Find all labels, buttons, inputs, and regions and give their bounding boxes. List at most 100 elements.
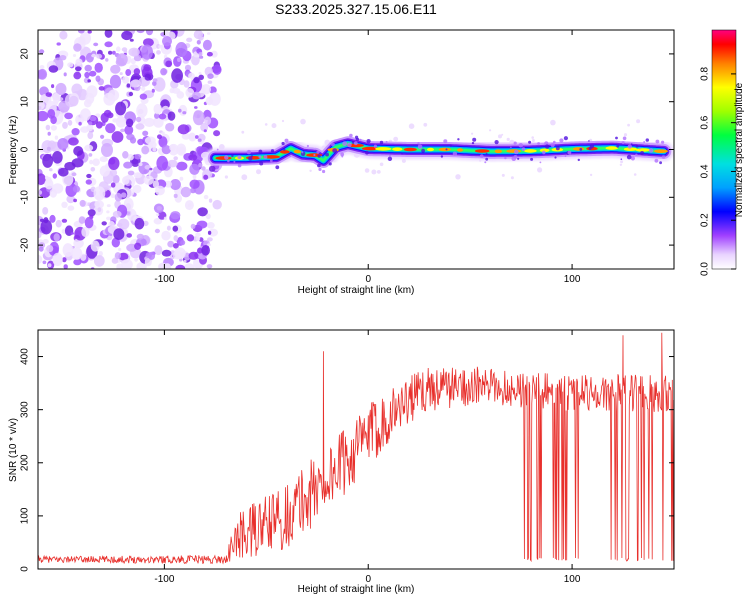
noise-blob [111,237,121,248]
noise-blob [197,207,208,217]
band-speck [630,143,633,146]
band-speck [283,148,286,151]
noise-blob [162,36,172,47]
noise-blob [38,148,41,152]
noise-blob [176,91,185,99]
band-speck [635,153,638,156]
noise-blob [112,50,116,55]
noise-speck [619,163,623,166]
noise-blob [62,121,68,129]
noise-blob [45,124,51,131]
colorbar-tick-label: 0.6 [700,115,711,129]
noise-blob [106,204,111,208]
band-hotspot [524,149,537,153]
noise-blob [128,91,134,97]
spectrogram-x-tick-label: 100 [564,274,581,285]
band-speck [385,140,388,143]
noise-blob [96,53,102,59]
band-speck [289,155,292,158]
noise-blob [42,239,49,244]
noise-blob [155,185,165,196]
noise-blob [161,230,171,241]
spectrogram-y-tick-label: -20 [20,237,31,252]
noise-blob [38,232,42,239]
noise-blob [165,60,173,68]
snr-y-tick-label: 100 [20,507,31,524]
band-speck [270,149,275,153]
band-speck [322,169,326,174]
noise-blob [174,247,186,259]
noise-blob [62,243,74,257]
band-speck [554,156,557,159]
band-speck [553,140,556,144]
noise-blob [48,65,59,73]
band-speck [284,138,289,143]
noise-blob [198,51,203,57]
band-speck [627,144,632,149]
band-speck [577,158,580,162]
noise-blob [87,79,91,83]
noise-blob [68,137,79,146]
band-speck [457,138,460,141]
noise-blob [129,80,139,88]
noise-blob [196,146,204,154]
noise-blob [188,154,198,161]
noise-blob [108,156,120,170]
band-speck [342,141,348,147]
noise-blob [52,93,61,104]
noise-blob [92,158,100,166]
spectrogram-y-tick-label: -10 [20,190,31,205]
band-speck [659,161,662,165]
noise-blob [101,143,113,157]
noise-blob [63,72,67,77]
noise-blob [184,64,192,71]
noise-blob [189,163,200,175]
noise-blob [196,220,208,229]
noise-blob [153,217,163,225]
band-hotspot [438,147,451,152]
noise-blob [110,64,121,74]
noise-blob [55,219,62,228]
noise-blob [38,68,48,80]
band-speck [387,156,393,161]
noise-blob [141,145,150,155]
band-speck [341,155,344,158]
band-speck [579,148,583,151]
noise-blob [67,62,74,68]
noise-blob [87,209,96,217]
noise-blob [153,103,162,115]
band-speck [588,140,590,142]
snr-x-tick-label: 100 [564,574,581,585]
noise-blob [78,30,85,34]
noise-blob [201,245,210,256]
noise-speck [309,169,312,172]
noise-blob [89,159,93,165]
noise-blob [205,213,211,220]
band-speck [258,155,262,159]
noise-blob [84,216,94,229]
band-speck [401,152,403,155]
noise-blob [84,71,90,79]
noise-blob [142,38,154,47]
noise-blob [152,180,159,189]
band-speck [539,161,542,164]
colorbar-tick-label: 0.2 [700,213,711,227]
noise-blob [188,133,197,142]
noise-blob [118,252,129,261]
noise-blob [72,185,80,193]
noise-blob [88,153,93,157]
noise-blob [87,131,94,140]
noise-blob [206,51,213,57]
noise-blob [94,200,104,209]
noise-blob [75,58,83,66]
band-speck [621,141,625,145]
noise-blob [120,192,127,198]
band-speck [544,141,549,146]
noise-blob [64,161,76,171]
noise-blob [172,225,179,232]
noise-blob [169,87,175,94]
band-speck [517,157,520,160]
noise-blob [138,162,143,167]
snr-frame [37,329,675,570]
noise-blob [121,30,133,41]
